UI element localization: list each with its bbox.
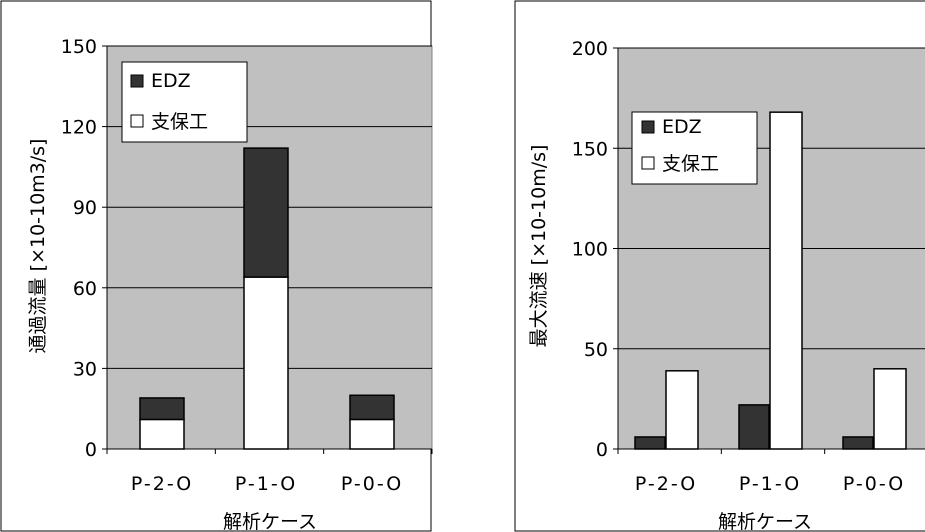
right-x-tick-label: P-2-O [635,473,697,495]
left-y-axis-label-main: 通過流量 [27,277,49,353]
right-y-tick-label: 200 [572,38,608,60]
left-y-tick-label: 60 [73,278,97,300]
left-x-tick-label: P-1-O [235,473,297,495]
right-bar-support [769,111,803,450]
right-y-axis-label: 最大流速 [×10-10m/s] [528,145,550,348]
left-legend-label-support: 支保工 [151,111,208,133]
left-bar-support [349,418,395,450]
left-y-axis-label: 通過流量 [×10-10m3/s] [27,139,49,354]
left-bar-edz [139,397,185,421]
right-bar-edz [842,436,874,450]
right-y-axis-label-main: 最大流速 [528,271,550,347]
right-legend-swatch-edz [641,120,655,134]
left-bar-edz [349,394,395,421]
right-x-tick-label: P-1-O [739,473,801,495]
left-y-tick-label: 0 [85,439,97,461]
left-bar-support [243,276,289,450]
left-legend-swatch-edz [130,74,144,88]
right-legend-label-support: 支保工 [662,153,719,175]
right-bar-support [665,370,699,450]
left-y-axis-label-unit: [×10-10m3/s] [27,139,49,272]
left-y-tick-label: 30 [73,358,97,380]
right-y-axis-label-unit: [×10-10m/s] [528,145,550,266]
right-y-tick-label: 50 [584,339,608,361]
right-bar-support [873,368,907,450]
left-x-axis-label: 解析ケース [223,511,317,532]
left-x-tick-label: P-0-O [341,473,403,495]
right-legend-label-edz: EDZ [662,116,702,138]
right-y-tick-label: 100 [572,239,608,261]
left-x-tick-label: P-2-O [131,473,193,495]
right-x-axis-label: 解析ケース [718,511,812,532]
right-x-tick-label: P-0-O [843,473,905,495]
left-y-tick-label: 90 [73,197,97,219]
left-y-tick-label: 120 [61,117,97,139]
left-legend-label-edz: EDZ [151,70,191,92]
left-legend-swatch-support [130,114,144,128]
right-y-tick-label: 0 [596,439,608,461]
left-y-tick-label: 150 [61,36,97,58]
left-bar-edz [243,147,289,278]
right-legend-swatch-support [641,156,655,170]
right-legend: EDZ 支保工 [631,111,758,185]
right-bar-edz [738,404,770,450]
left-bar-support [139,418,185,450]
right-bar-edz [634,436,666,450]
left-x-axis-title: 解析ケース [223,511,317,532]
left-legend: EDZ 支保工 [121,61,248,143]
right-y-tick-label: 150 [572,138,608,160]
